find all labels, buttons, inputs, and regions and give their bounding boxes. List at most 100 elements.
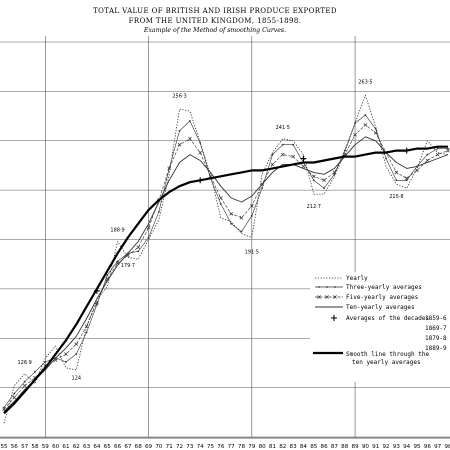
x-tick-label: 73 xyxy=(186,444,194,450)
data-point xyxy=(240,230,243,233)
data-point xyxy=(65,361,67,363)
x-tick-label: 88 xyxy=(341,444,349,450)
x-tick-label: 96 xyxy=(424,444,432,450)
value-annotation: 188·9 xyxy=(110,228,124,234)
series-line xyxy=(3,136,449,412)
x-tick-label: 58 xyxy=(31,444,39,450)
legend-symbol xyxy=(331,315,337,321)
x-tick-label: 86 xyxy=(321,444,329,450)
x-tick-label: 72 xyxy=(176,444,183,450)
x-tick-label: 67 xyxy=(124,444,132,450)
data-point xyxy=(425,158,430,163)
x-tick-label: 64 xyxy=(93,444,101,450)
data-point xyxy=(435,152,440,157)
data-point xyxy=(300,155,307,162)
data-point xyxy=(116,260,119,263)
data-point xyxy=(292,143,295,146)
legend-item: Three-yearly averages xyxy=(315,284,422,291)
data-point xyxy=(426,153,429,156)
data-point xyxy=(64,352,68,356)
x-tick-label: 55 xyxy=(0,444,8,450)
data-point xyxy=(271,153,274,156)
decade-label: 1879-8 xyxy=(425,335,447,342)
decade-label: 1869-7 xyxy=(425,325,447,332)
data-point xyxy=(3,406,5,409)
legend-marker xyxy=(325,295,329,299)
x-tick-label: 91 xyxy=(372,444,380,450)
value-annotation: 191·5 xyxy=(245,249,259,255)
data-point xyxy=(322,178,326,183)
x-tick-label: 77 xyxy=(228,444,236,450)
data-point xyxy=(311,174,316,179)
x-tick-label: 81 xyxy=(269,444,277,450)
x-tick-label: 74 xyxy=(197,444,205,450)
x-tick-label: 95 xyxy=(413,444,421,450)
x-tick-label: 93 xyxy=(393,444,401,450)
x-tick-label: 65 xyxy=(104,444,112,450)
data-point xyxy=(405,179,408,182)
data-point xyxy=(44,361,47,363)
legend-item: Five-yearly averages xyxy=(315,294,419,301)
data-point xyxy=(22,383,27,388)
x-tick-label: 62 xyxy=(73,444,80,450)
data-point xyxy=(230,222,233,225)
data-point xyxy=(270,162,275,167)
decade-labels: 1859-6 1869-7 1879-8 1889-9 xyxy=(425,315,447,352)
data-point xyxy=(446,148,450,153)
value-annotation: 263·5 xyxy=(358,79,372,85)
data-point xyxy=(167,166,172,171)
data-point xyxy=(136,245,141,250)
data-point xyxy=(239,215,244,220)
value-annotation: 256·3 xyxy=(172,93,186,99)
x-tick-label: 97 xyxy=(434,444,442,450)
data-point xyxy=(447,147,449,150)
x-tick-label: 84 xyxy=(300,444,308,450)
x-tick-label: 56 xyxy=(11,444,19,450)
chart-title: TOTAL VALUE OF BRITISH AND IRISH PRODUCE… xyxy=(93,7,337,15)
x-tick-label: 80 xyxy=(259,444,267,450)
legend-item: Smooth line through the ten yearly averag… xyxy=(313,351,429,366)
legend-marker xyxy=(333,295,337,299)
value-annotation: 241·5 xyxy=(276,125,290,131)
legend-marker xyxy=(317,295,321,299)
data-point xyxy=(373,131,378,135)
annotation-layer: 126·9 124 188·9 179·7 256·3 191·5 241·5 212·7 26… xyxy=(17,79,403,381)
series-solid-thick xyxy=(3,145,448,415)
legend-label: Smooth line through the ten yearly averag… xyxy=(346,351,429,366)
data-point xyxy=(84,324,89,329)
series-line xyxy=(3,124,449,410)
data-point xyxy=(250,214,253,217)
data-point xyxy=(13,392,16,395)
data-point xyxy=(354,122,356,124)
x-tick-label: 69 xyxy=(145,444,153,450)
legend-label-line: Smooth line through the xyxy=(346,351,429,358)
data-point xyxy=(332,170,337,175)
data-point xyxy=(374,127,377,130)
x-tick-label: 57 xyxy=(21,444,29,450)
x-tick-label: 61 xyxy=(62,444,70,450)
data-point xyxy=(178,129,181,132)
value-annotation: 179·7 xyxy=(121,263,135,269)
data-point xyxy=(12,395,17,400)
legend-item: Averages of the decades xyxy=(331,315,429,322)
series-layer xyxy=(2,94,450,424)
series-dotted xyxy=(3,94,449,424)
data-point xyxy=(415,168,419,173)
x-tick-labels: 55 56 57 58 59 60 61 62 63 64 65 66 67 68 69 70 71 72 73 74… xyxy=(0,444,450,450)
x-tick-label: 71 xyxy=(166,444,174,450)
data-point xyxy=(343,149,346,152)
data-point xyxy=(137,250,140,253)
data-point xyxy=(147,236,150,239)
decade-label: 1859-6 xyxy=(425,315,447,322)
x-tick-label: 59 xyxy=(42,444,50,450)
x-tick-label: 60 xyxy=(52,444,60,450)
data-point xyxy=(364,114,367,116)
data-point xyxy=(363,123,368,127)
legend-label: Averages of the decades xyxy=(346,315,429,322)
series-line xyxy=(3,114,448,408)
x-tick-label: 63 xyxy=(83,444,91,450)
data-point xyxy=(219,203,222,205)
x-tick-label: 90 xyxy=(362,444,370,450)
data-point xyxy=(333,173,336,176)
data-point xyxy=(301,164,306,169)
